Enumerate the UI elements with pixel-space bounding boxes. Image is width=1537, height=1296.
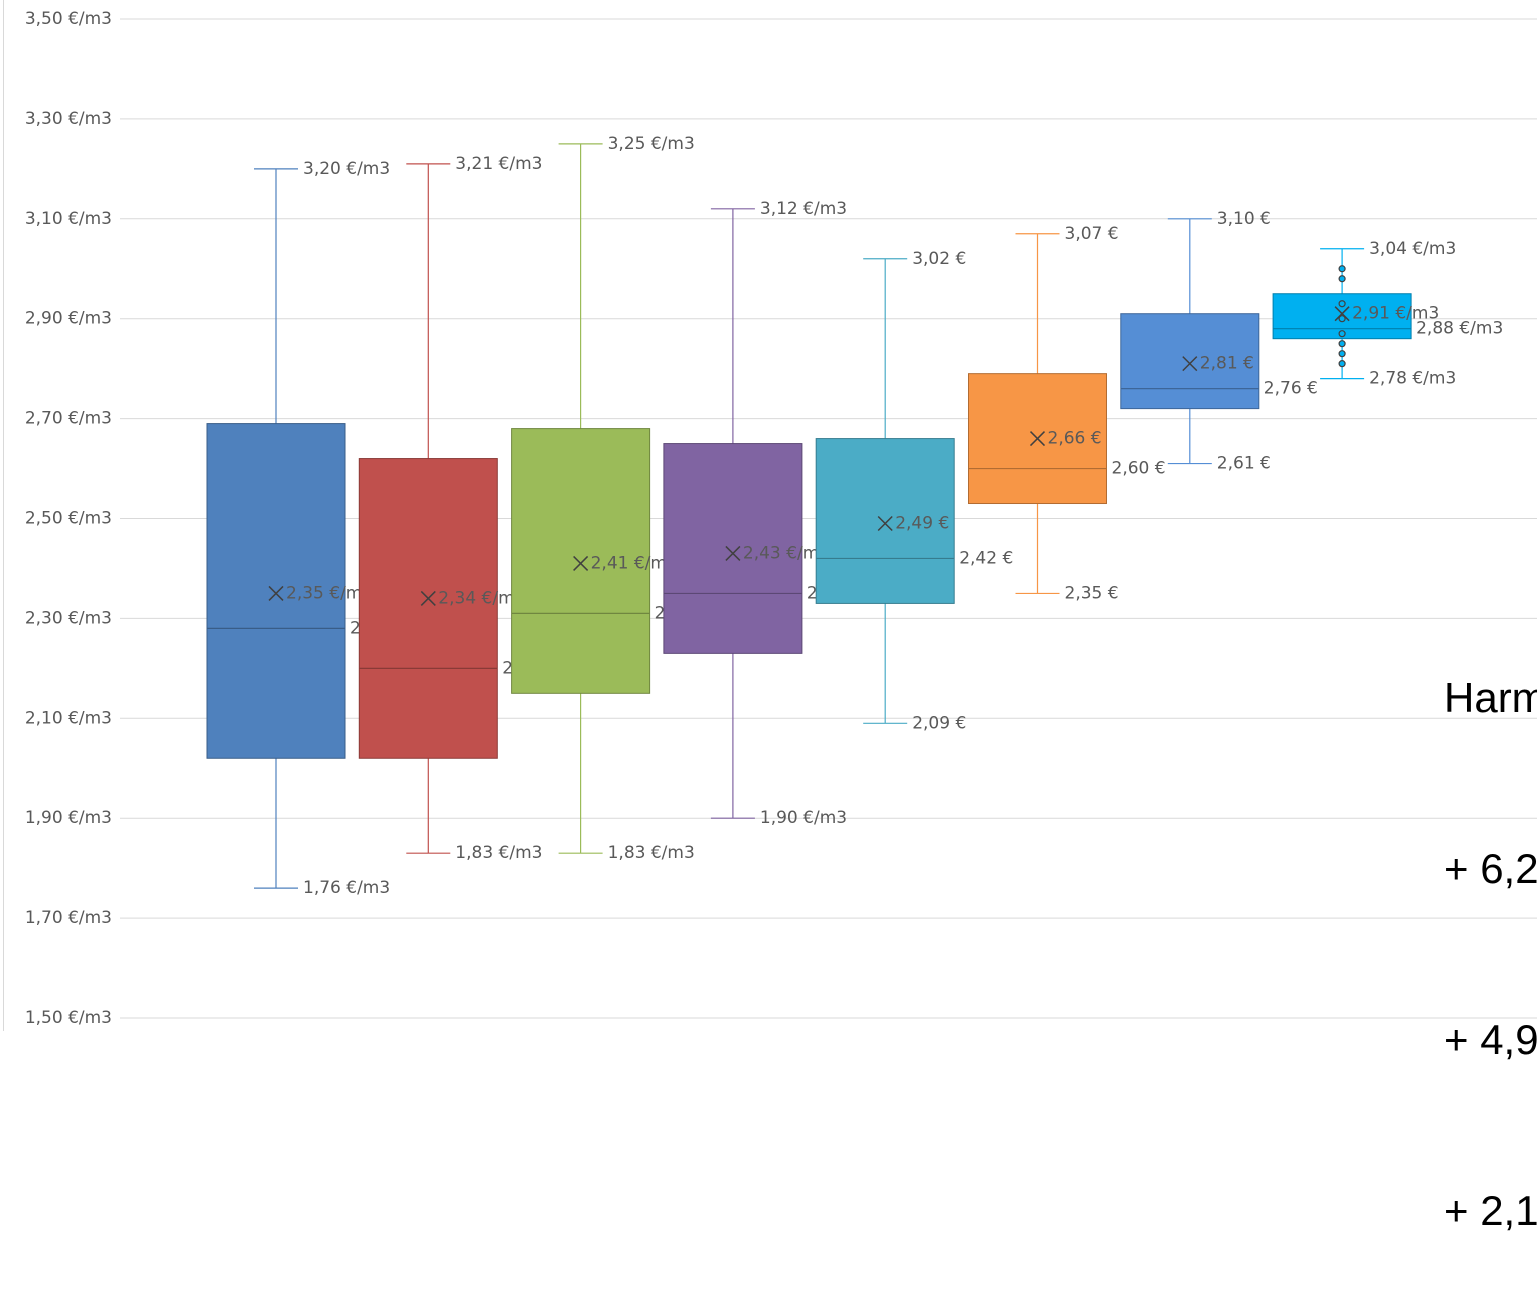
mean-label: 2,35 €/m3 bbox=[286, 583, 373, 603]
box-series-6: 3,07 € 2,35 € 2,66 € 2,60 € bbox=[968, 224, 1166, 603]
mean-label: 2,41 €/m3 bbox=[591, 553, 678, 573]
min-label: 1,83 €/m3 bbox=[455, 843, 542, 863]
mean-label: 2,34 €/m3 bbox=[438, 588, 525, 608]
mean-label: 2,81 € bbox=[1200, 354, 1254, 374]
mean-label: 2,91 €/m3 bbox=[1352, 304, 1439, 324]
side-note-line: + 6,2 bbox=[1444, 845, 1537, 892]
mean-marker bbox=[725, 545, 741, 561]
outlier-point bbox=[1338, 265, 1346, 273]
iqr-box bbox=[815, 438, 955, 604]
side-note-line: + 4,9 bbox=[1444, 1016, 1537, 1063]
y-tick-label: 1,90 €/m3 bbox=[25, 808, 112, 828]
mean-label: 2,49 € bbox=[895, 513, 949, 533]
max-label: 3,10 € bbox=[1217, 209, 1271, 229]
y-tick-label: 3,30 €/m3 bbox=[25, 109, 112, 129]
mean-marker bbox=[1029, 431, 1046, 447]
outlier-point bbox=[1338, 330, 1346, 338]
outlier-point bbox=[1338, 315, 1346, 323]
max-label: 3,25 €/m3 bbox=[608, 134, 695, 154]
iqr-box bbox=[663, 443, 803, 654]
iqr-box bbox=[1120, 313, 1260, 410]
iqr-box bbox=[206, 423, 346, 759]
box-series: 3,20 €/m31,76 €/m32,35 €/m32,28 €/m33,21… bbox=[206, 134, 1503, 898]
min-label: 2,09 € bbox=[912, 713, 966, 733]
mean-marker bbox=[420, 590, 436, 606]
min-label: 2,78 €/m3 bbox=[1369, 369, 1456, 389]
y-tick-label: 1,50 €/m3 bbox=[25, 1008, 112, 1028]
y-tick-label: 3,50 €/m3 bbox=[25, 9, 112, 29]
y-tick-label: 2,10 €/m3 bbox=[25, 708, 112, 728]
min-label: 2,35 € bbox=[1065, 583, 1119, 603]
box-series-8: 3,04 €/m3 2,78 €/m3 2,91 €/m32,88 €/m3 bbox=[1272, 239, 1503, 389]
outlier-point bbox=[1338, 360, 1346, 368]
outlier-point bbox=[1338, 300, 1346, 308]
iqr-box bbox=[511, 428, 651, 694]
max-label: 3,12 €/m3 bbox=[760, 199, 847, 219]
y-tick-label: 1,70 €/m3 bbox=[25, 908, 112, 928]
mean-marker bbox=[268, 585, 284, 601]
box-series-3: 3,25 €/m31,83 €/m32,41 €/m32,31 €/m3 bbox=[511, 134, 742, 863]
y-tick-label: 2,90 €/m3 bbox=[25, 309, 112, 329]
iqr-box bbox=[358, 458, 498, 759]
median-label: 2,76 € bbox=[1264, 379, 1318, 399]
side-note-line: Harm bbox=[1444, 674, 1537, 721]
y-tick-label: 2,70 €/m3 bbox=[25, 409, 112, 429]
outlier-point bbox=[1338, 275, 1346, 283]
max-label: 3,04 €/m3 bbox=[1369, 239, 1456, 259]
max-label: 3,21 €/m3 bbox=[455, 154, 542, 174]
outlier-point bbox=[1338, 340, 1346, 348]
max-label: 3,02 € bbox=[912, 249, 966, 269]
median-label: 2,88 €/m3 bbox=[1416, 319, 1503, 339]
outlier-point bbox=[1338, 350, 1346, 358]
side-note-text: Harm + 6,2 + 4,9 + 2,1 bbox=[1444, 555, 1537, 1296]
box-series-7: 3,10 € 2,61 € 2,81 € 2,76 € bbox=[1120, 209, 1318, 474]
median-label: 2,60 € bbox=[1112, 459, 1166, 479]
min-label: 2,61 € bbox=[1217, 454, 1271, 474]
mean-marker bbox=[573, 555, 589, 571]
mean-marker bbox=[1182, 356, 1198, 372]
y-tick-label: 3,10 €/m3 bbox=[25, 209, 112, 229]
min-label: 1,83 €/m3 bbox=[608, 843, 695, 863]
max-label: 3,07 € bbox=[1065, 224, 1119, 244]
mean-marker bbox=[877, 515, 893, 532]
gridlines bbox=[120, 18, 1537, 1019]
y-tick-label: 2,50 €/m3 bbox=[25, 509, 112, 529]
side-note-line: + 2,1 bbox=[1444, 1187, 1537, 1234]
min-label: 1,90 €/m3 bbox=[760, 808, 847, 828]
min-label: 1,76 €/m3 bbox=[303, 878, 390, 898]
box-series-5: 3,02 € 2,09 € 2,49 € 2,42 € bbox=[815, 249, 1013, 733]
max-label: 3,20 €/m3 bbox=[303, 159, 390, 179]
median-label: 2,42 € bbox=[959, 548, 1013, 568]
mean-label: 2,66 € bbox=[1048, 429, 1102, 449]
boxplot-chart: 3,50 €/m3 3,30 €/m3 3,10 €/m3 2,90 €/m3 2,70… bbox=[3, 0, 1537, 1031]
mean-marker bbox=[1334, 306, 1350, 322]
y-tick-label: 2,30 €/m3 bbox=[25, 608, 112, 628]
y-axis-tick-labels: 3,50 €/m3 3,30 €/m3 3,10 €/m3 2,90 €/m3 2,70… bbox=[25, 9, 112, 1028]
mean-label: 2,43 €/m3 bbox=[743, 543, 830, 563]
